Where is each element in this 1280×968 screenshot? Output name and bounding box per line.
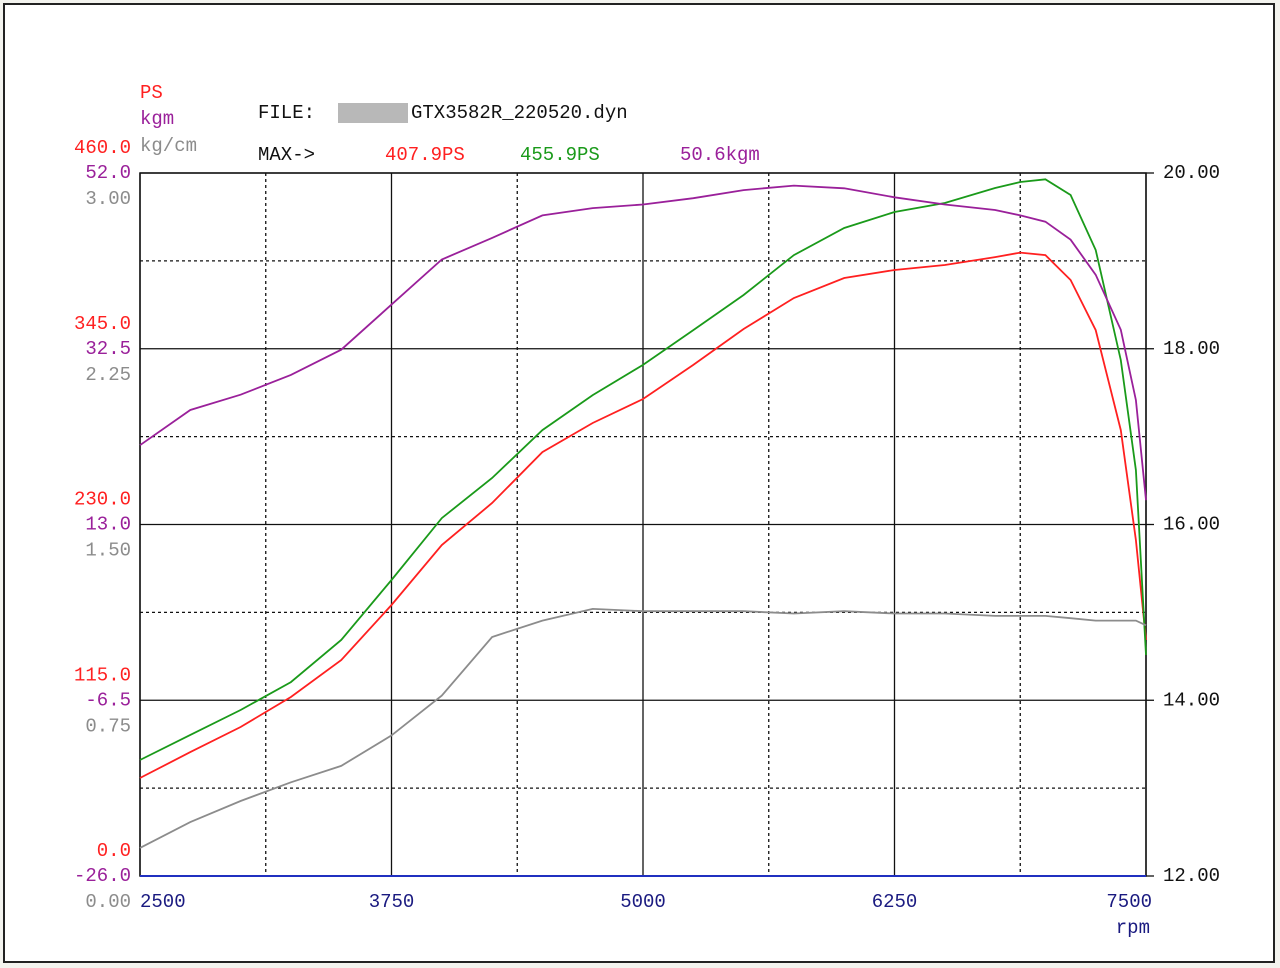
x-tick-label: 2500	[140, 891, 186, 913]
series-line	[139, 178, 1147, 761]
y2-tick-label: 20.00	[1163, 162, 1220, 184]
file-name: GTX3582R_220520.dyn	[411, 102, 628, 124]
kgm-tick-label: -6.5	[85, 689, 131, 711]
series-line	[139, 607, 1147, 849]
legend-entry: 50.6kgm	[680, 144, 760, 166]
series-line	[139, 251, 1147, 779]
x-tick-label: 3750	[369, 891, 415, 913]
blurred-text	[338, 103, 408, 123]
kgm-tick-label: 52.0	[85, 162, 131, 184]
y2-tick-label: 12.00	[1163, 865, 1220, 887]
kgcm-tick-label: 0.00	[85, 891, 131, 913]
ps-tick-label: 460.0	[74, 137, 131, 159]
y2-tick-label: 18.00	[1163, 338, 1220, 360]
ps-tick-label: 345.0	[74, 313, 131, 335]
file-label: FILE:	[258, 102, 315, 124]
y2-tick-label: 14.00	[1163, 689, 1220, 711]
frame	[3, 3, 1275, 963]
ps-tick-label: 230.0	[74, 489, 131, 511]
series-line	[139, 184, 1147, 501]
x-tick-label: 5000	[620, 891, 666, 913]
kgm-tick-label: 32.5	[85, 338, 131, 360]
kgcm-axis-label: kg/cm	[140, 135, 197, 157]
y2-tick-label: 16.00	[1163, 514, 1220, 536]
ps-tick-label: 0.0	[97, 840, 131, 862]
ps-axis-label: PS	[140, 82, 163, 104]
ps-tick-label: 115.0	[74, 664, 131, 686]
x-tick-label: 7500	[1106, 891, 1152, 913]
kgcm-tick-label: 1.50	[85, 540, 131, 562]
kgcm-tick-label: 2.25	[85, 364, 131, 386]
kgm-axis-label: kgm	[140, 108, 174, 130]
legend-entry: 455.9PS	[520, 144, 600, 166]
x-tick-label: 6250	[872, 891, 918, 913]
kgm-tick-label: 13.0	[85, 514, 131, 536]
kgm-tick-label: -26.0	[74, 865, 131, 887]
kgcm-tick-label: 0.75	[85, 715, 131, 737]
legend-entry: 407.9PS	[385, 144, 465, 166]
kgcm-tick-label: 3.00	[85, 188, 131, 210]
x-axis-label: rpm	[1116, 917, 1150, 939]
max-label: MAX->	[258, 144, 315, 166]
